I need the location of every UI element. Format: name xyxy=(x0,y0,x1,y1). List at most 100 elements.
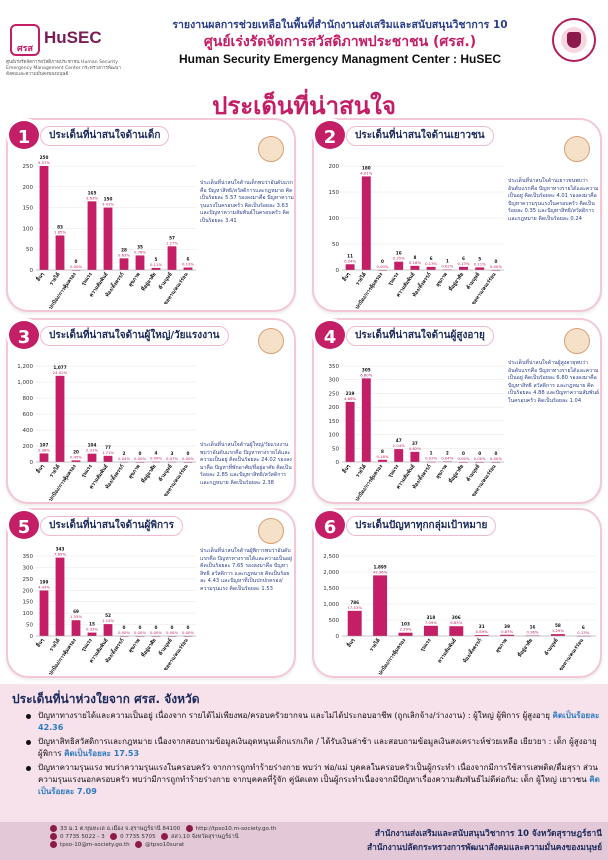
website-link[interactable]: http://tpso10.m-society.go.th xyxy=(195,826,277,832)
concerns-title: ประเด็นที่น่าห่วงใยจาก ศรส. จังหวัด xyxy=(12,692,200,706)
panel-number: 1 xyxy=(6,118,42,152)
x-tick-label: สุขภาพ xyxy=(495,637,509,654)
x-tick-label: ที่อยู่อาศัย xyxy=(139,271,159,294)
x-tick-label: รุนแรง xyxy=(80,271,94,287)
y-tick-label: 800 xyxy=(23,396,34,402)
y-tick-label: 350 xyxy=(329,364,340,370)
panel-number: 6 xyxy=(312,508,348,542)
data-label: 0 xyxy=(478,451,481,456)
concern-item: ปัญหาสิทธิสวัสดิการและกฎหมาย เนื่องจากสอ… xyxy=(24,736,600,760)
percent-label: 0.09% xyxy=(150,456,162,461)
percent-label: 6.83% xyxy=(450,620,462,625)
y-tick-label: 0 xyxy=(30,460,34,466)
percent-label: 17.53% xyxy=(347,605,362,610)
panel-title: ประเด็นที่น่าสนใจด้านผู้ใหญ่/วัยแรงงาน xyxy=(40,326,229,346)
percent-label: 0.11% xyxy=(150,262,162,267)
y-tick-label: 100 xyxy=(329,216,340,222)
percent-label: 7.65% xyxy=(54,552,66,557)
y-tick-label: 200 xyxy=(23,185,34,191)
panel-number: 3 xyxy=(6,318,42,352)
data-label: 4 xyxy=(155,451,158,456)
bar xyxy=(345,401,355,462)
y-tick-label: 1,000 xyxy=(17,380,33,386)
y-tick-label: 0 xyxy=(336,634,340,640)
data-label: 0 xyxy=(139,625,142,630)
y-tick-label: 50 xyxy=(332,242,339,248)
bar xyxy=(361,378,371,462)
data-label: 165 xyxy=(88,190,97,195)
percent-label: 0.00% xyxy=(376,264,388,269)
bar xyxy=(423,625,438,636)
y-tick-label: 1,500 xyxy=(323,586,339,592)
y-tick-label: 150 xyxy=(329,190,340,196)
bar xyxy=(39,453,49,462)
x-tick-label: อื่นๆ xyxy=(340,462,352,474)
percent-label: 3.41% xyxy=(102,202,114,207)
data-label: 180 xyxy=(362,165,371,170)
percent-label: 0.11% xyxy=(474,261,486,266)
bar xyxy=(449,626,464,636)
y-tick-label: 250 xyxy=(23,577,34,583)
data-label: 0 xyxy=(123,625,126,630)
data-label: 47 xyxy=(396,438,402,443)
y-tick-label: 500 xyxy=(329,618,340,624)
concern-item: ปัญหาทางรายได้และความเป็นอยู่ เนื่องจาก … xyxy=(24,710,600,734)
percent-label: 4.88% xyxy=(344,396,356,401)
x-tick-label: ขอทาน/คนเร่ร่อน xyxy=(557,637,585,673)
percent-label: 0.45% xyxy=(70,454,82,459)
percent-label: 0.00% xyxy=(150,630,162,635)
panel-title: ประเด็นปัญหาทุกกลุ่มเป้าหมาย xyxy=(346,516,497,536)
y-tick-label: 1,000 xyxy=(323,602,339,608)
percent-label: 0.00% xyxy=(166,630,178,635)
bar xyxy=(475,267,485,270)
x-tick-label: ท้อง/ตั้งครรภ์ xyxy=(460,635,484,664)
percent-label: 0.00% xyxy=(182,456,194,461)
bar xyxy=(119,258,129,270)
contact-info: 33 ม.1 ต.ขุนทะเล อ.เมือง จ.สุราษฎร์ธานี … xyxy=(50,825,310,849)
header: ศรส HuSEC ศูนย์เร่งรัดจัดการสวัสดิภาพประ… xyxy=(0,0,608,84)
logo-brand: HuSEC xyxy=(44,28,102,47)
percent-label: 0.02% xyxy=(425,456,437,461)
percent-label: 1.29% xyxy=(552,628,564,633)
data-label: 31 xyxy=(479,624,485,629)
x-tick-label: ปกป้อง/การคุ้มครอง xyxy=(377,637,408,676)
line-icon xyxy=(135,841,143,848)
web-icon xyxy=(185,825,193,832)
percent-label: 0.00% xyxy=(134,630,146,635)
data-label: 11 xyxy=(347,253,353,258)
bar xyxy=(410,451,420,462)
panel-4: 4 ประเด็นที่น่าสนใจด้านผู้สูงอายุ ประเด็นท… xyxy=(312,318,602,504)
data-label: 107 xyxy=(40,442,49,447)
y-tick-label: 400 xyxy=(23,428,34,434)
x-tick-label: ค้ามนุษย์ xyxy=(157,271,174,291)
bar xyxy=(39,166,49,270)
bar xyxy=(71,460,81,462)
data-label: 0 xyxy=(494,451,497,456)
percent-label: 2.29% xyxy=(399,627,411,632)
percent-label: 1.71% xyxy=(102,450,114,455)
percent-label: 24.02% xyxy=(53,370,68,375)
page-title: ประเด็นที่น่าสนใจ xyxy=(212,92,396,120)
y-tick-label: 150 xyxy=(23,600,34,606)
y-tick-label: 100 xyxy=(23,226,34,232)
center-name-english: Human Security Emergency Managment Cente… xyxy=(178,52,502,66)
panel-description: ประเด็นที่น่าสนใจด้านผู้ใหญ่/วัยแรงงานพบ… xyxy=(200,442,292,486)
line-link[interactable]: @tpso10surat xyxy=(145,842,185,848)
email-link[interactable]: tpso-10@m-society.go.th xyxy=(60,842,130,848)
x-tick-label: รุนแรง xyxy=(387,271,401,287)
panel-3: 3 ประเด็นที่น่าสนใจด้านผู้ใหญ่/วัยแรงงานป… xyxy=(6,318,296,504)
percent-label: 1.04% xyxy=(393,443,405,448)
x-tick-label: รายได้ xyxy=(368,637,382,653)
panel-description: ประเด็นที่น่าสนใจด้านเด็กพบว่าอันดับแรกค… xyxy=(200,180,294,224)
y-tick-label: 0 xyxy=(30,634,34,640)
percent-label: 0.13% xyxy=(577,630,589,635)
percent-label: 0.00% xyxy=(474,456,486,461)
y-tick-label: 300 xyxy=(23,565,34,571)
bar xyxy=(103,455,113,462)
fax-icon xyxy=(110,833,118,840)
data-label: 250 xyxy=(40,155,49,160)
facebook-link[interactable]: สสว.10 จังหวัดสุราษฎร์ธานี xyxy=(171,834,239,840)
panel-description: ประเด็นที่น่าสนใจด้านเยาวชนพบว่าอันดับแร… xyxy=(508,178,599,222)
data-label: 35 xyxy=(137,244,143,249)
